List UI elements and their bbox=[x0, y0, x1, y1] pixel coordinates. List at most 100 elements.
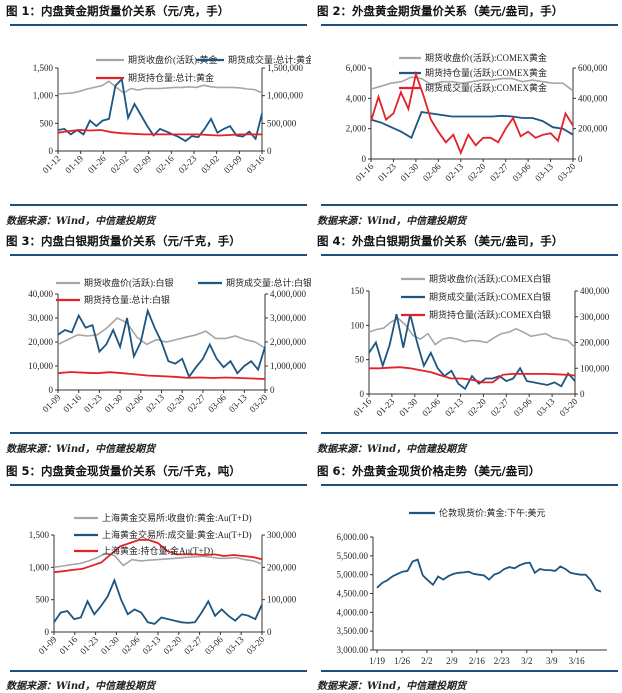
x-tick-label: 01-23 bbox=[82, 392, 104, 414]
series-line-1 bbox=[370, 76, 574, 92]
left-tick-label: 150 bbox=[351, 286, 365, 296]
figure-6: 图 6：外盘黄金现货价格走势（美元/盎司） 数据来源：Wind，中信建投期货 3,… bbox=[311, 460, 622, 693]
x-tick-label: 02-13 bbox=[144, 392, 166, 414]
x-tick-label: 02-02 bbox=[108, 153, 130, 175]
x-tick-label: 03-16 bbox=[244, 153, 266, 175]
figure-3: 图 3：内盘白银期货量价关系（元/千克，手） 数据来源：Wind，中信建投期货 0… bbox=[0, 230, 311, 460]
left-tick-label: 500 bbox=[40, 118, 54, 128]
figure-title: 图 5：内盘黄金现货量价关系（元/千克，吨） bbox=[6, 464, 241, 478]
x-tick-label: 02-27 bbox=[182, 634, 204, 656]
legend-label: 期货成交量(活跃):COMEX白银 bbox=[429, 291, 551, 302]
title-rule bbox=[10, 484, 307, 486]
right-tick-label: 400,000 bbox=[578, 93, 608, 103]
x-tick-label: 02-20 bbox=[466, 161, 488, 183]
x-tick-label: 01-16 bbox=[57, 634, 79, 656]
x-tick-label: 01-30 bbox=[397, 396, 419, 418]
left-tick-label: 10,000 bbox=[28, 361, 53, 371]
x-tick-label: 03-13 bbox=[224, 634, 246, 656]
title-rule bbox=[321, 484, 618, 486]
title-rule bbox=[10, 24, 307, 26]
left-tick-label: 3,500.00 bbox=[337, 626, 369, 636]
right-tick-label: 1,000,000 bbox=[270, 361, 307, 371]
right-tick-label: 2,000,000 bbox=[270, 337, 307, 347]
x-tick-label: 03-20 bbox=[244, 634, 266, 656]
left-tick-label: 0 bbox=[49, 146, 54, 156]
right-tick-label: 200,000 bbox=[580, 338, 610, 348]
right-tick-label: 200,000 bbox=[267, 562, 297, 572]
right-tick-label: 300,000 bbox=[580, 312, 610, 322]
chart: 0 500 1,000 1,500 0 500,000 1,000,000 1,500,000… bbox=[33, 54, 311, 175]
x-tick-label: 01-16 bbox=[61, 392, 83, 414]
x-tick-label: 02-20 bbox=[161, 634, 183, 656]
x-tick-label: 01-23 bbox=[78, 634, 100, 656]
right-tick-label: 100,000 bbox=[267, 595, 297, 605]
left-tick-label: 5,000.00 bbox=[337, 570, 369, 580]
legend-label: 上海黄金交易所:成交量:黄金:Au(T+D) bbox=[102, 529, 252, 540]
left-tick-label: 2,000 bbox=[346, 124, 367, 134]
source-rule bbox=[10, 670, 307, 672]
right-tick-label: 0 bbox=[578, 154, 583, 164]
left-tick-label: 0 bbox=[362, 154, 367, 164]
data-source: 数据来源：Wind，中信建投期货 bbox=[317, 444, 467, 455]
chart: 0 2,000 4,000 6,000 0 200,000 400,000 600,000 01… bbox=[346, 52, 608, 183]
x-tick-label: 01-30 bbox=[398, 161, 420, 183]
data-source: 数据来源：Wind，中信建投期货 bbox=[317, 216, 467, 227]
x-tick-label: 03-20 bbox=[555, 161, 577, 183]
left-tick-label: 3,000.00 bbox=[337, 645, 369, 655]
x-tick-label: 03-06 bbox=[511, 161, 533, 183]
x-tick-label: 02-13 bbox=[443, 396, 465, 418]
x-tick-label: 03-06 bbox=[206, 392, 228, 414]
left-tick-label: 0 bbox=[360, 389, 365, 399]
right-tick-label: 200,000 bbox=[578, 124, 608, 134]
x-tick-label: 2/23 bbox=[494, 656, 511, 666]
series-line-3 bbox=[57, 129, 262, 137]
x-tick-label: 03-13 bbox=[535, 396, 557, 418]
left-tick-label: 20,000 bbox=[28, 337, 53, 347]
figure-4: 图 4：外盘白银期货量价关系（美元/盎司，手） 数据来源：Wind，中信建投期货… bbox=[311, 230, 622, 460]
x-tick-label: 02-06 bbox=[420, 396, 442, 418]
title-rule bbox=[321, 254, 618, 256]
source-rule bbox=[321, 432, 618, 434]
x-tick-label: 1/19 bbox=[369, 656, 386, 666]
x-tick-label: 01-16 bbox=[353, 161, 375, 183]
left-tick-label: 5,500.00 bbox=[337, 551, 369, 561]
x-tick-label: 02-09 bbox=[131, 153, 153, 175]
right-tick-label: 3,000,000 bbox=[270, 313, 307, 323]
series-line-3 bbox=[53, 539, 263, 574]
x-tick-label: 03-13 bbox=[227, 392, 249, 414]
series-line-2 bbox=[370, 111, 574, 140]
legend-label: 期货收盘价(活跃):白银 bbox=[84, 277, 174, 288]
left-tick-label: 100 bbox=[351, 320, 365, 330]
left-tick-label: 1,000 bbox=[29, 562, 50, 572]
x-tick-label: 03-20 bbox=[247, 392, 269, 414]
right-tick-label: 0 bbox=[270, 385, 275, 395]
series-line-1 bbox=[53, 552, 263, 569]
legend-label: 期货持仓量(活跃):COMEX白银 bbox=[429, 309, 551, 320]
right-tick-label: 4,000,000 bbox=[270, 289, 307, 299]
legend-label: 期货成交量:总计:白银 bbox=[226, 277, 311, 288]
chart: 0 500 1,000 1,500 0 100,000 200,000 300,000 01-0… bbox=[29, 512, 297, 656]
right-tick-label: 300,000 bbox=[267, 530, 297, 540]
figure-1: 图 1：内盘黄金期货量价关系（元/克，手） 数据来源：Wind，中信建投期货 0 5… bbox=[0, 0, 311, 230]
series-line-3 bbox=[369, 366, 576, 384]
left-tick-label: 1,500 bbox=[29, 530, 50, 540]
figure-title: 图 6：外盘黄金现货价格走势（美元/盎司） bbox=[317, 464, 541, 478]
source-rule bbox=[321, 670, 618, 672]
x-tick-label: 01-12 bbox=[40, 153, 62, 175]
figure-2: 图 2：外盘黄金期货量价关系（美元/盎司，手） 数据来源：Wind，中信建投期货… bbox=[311, 0, 622, 230]
left-tick-label: 4,500.00 bbox=[337, 589, 369, 599]
x-tick-label: 01-26 bbox=[86, 153, 108, 175]
x-tick-label: 01-09 bbox=[40, 392, 62, 414]
left-tick-label: 6,000 bbox=[346, 63, 367, 73]
right-tick-label: 0 bbox=[267, 627, 272, 637]
data-source: 数据来源：Wind，中信建投期货 bbox=[6, 681, 156, 692]
legend-label: 期货持仓量:总计:白银 bbox=[84, 294, 170, 305]
series-line-1 bbox=[368, 317, 576, 348]
legend-label: 期货成交量:总计:黄金 bbox=[228, 54, 311, 65]
left-tick-label: 1,500 bbox=[33, 63, 54, 73]
x-tick-label: 02-06 bbox=[421, 161, 443, 183]
left-tick-label: 4,000.00 bbox=[337, 607, 369, 617]
x-tick-label: 02-06 bbox=[123, 392, 145, 414]
left-tick-label: 50 bbox=[355, 355, 365, 365]
